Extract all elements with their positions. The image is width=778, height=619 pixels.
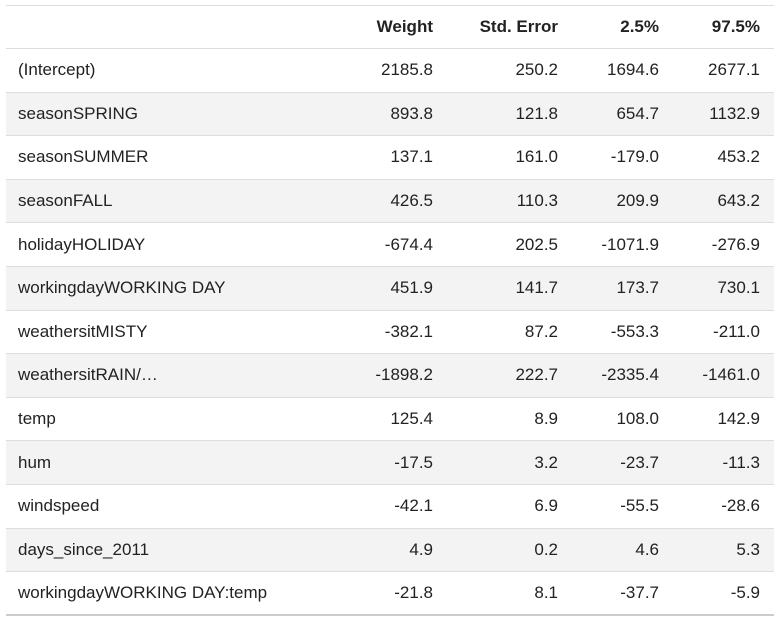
std-error-cell: 161.0 [515,147,558,167]
ci-upper-cell: 643.2 [717,191,760,211]
ci-upper-cell: 1132.9 [709,103,760,123]
weight-cell: -21.8 [394,583,433,603]
table-header: Weight Std. Error 2.5% 97.5% [6,5,774,49]
header-ci-lower: 2.5% [620,17,659,36]
term-cell: holidayHOLIDAY [18,234,146,254]
term-cell: (Intercept) [18,60,96,80]
ci-lower-cell: -55.5 [620,496,659,516]
table-row: weathersitMISTY -382.1 87.2 -553.3 -211.0 [6,310,774,354]
table-row: seasonFALL 426.5 110.3 209.9 643.2 [6,179,774,223]
ci-upper-cell: -211.0 [713,321,760,341]
coefficients-table-container: Weight Std. Error 2.5% 97.5% (Intercept)… [6,5,774,616]
std-error-cell: 202.5 [515,234,558,254]
ci-lower-cell: -1071.9 [601,234,659,254]
term-cell: weathersitMISTY [18,321,148,341]
ci-upper-cell: 2677.1 [708,60,760,80]
weight-cell: 451.9 [390,278,433,298]
ci-upper-cell: -11.3 [722,452,761,472]
term-cell: windspeed [18,496,100,516]
header-row: Weight Std. Error 2.5% 97.5% [6,5,774,49]
ci-upper-cell: 730.1 [717,278,760,298]
term-cell: temp [18,409,56,429]
weight-cell: -17.5 [394,452,433,472]
weight-cell: -674.4 [384,234,433,254]
table-row: (Intercept) 2185.8 250.2 1694.6 2677.1 [6,49,774,93]
term-cell: weathersitRAIN/… [18,365,158,385]
ci-lower-cell: -37.7 [620,583,659,603]
ci-lower-cell: -23.7 [620,452,659,472]
table-row: seasonSUMMER 137.1 161.0 -179.0 453.2 [6,136,774,180]
std-error-cell: 87.2 [524,321,558,341]
ci-upper-cell: -1461.0 [702,365,760,385]
ci-upper-cell: 453.2 [717,147,760,167]
ci-lower-cell: 654.7 [616,103,659,123]
ci-lower-cell: 1694.6 [607,60,659,80]
std-error-cell: 222.7 [515,365,558,385]
header-weight: Weight [376,17,433,36]
term-cell: workingdayWORKING DAY [18,278,226,298]
std-error-cell: 110.3 [516,191,558,211]
ci-lower-cell: 173.7 [616,278,659,298]
term-cell: hum [18,452,52,472]
ci-lower-cell: 4.6 [635,539,659,559]
table-row: weathersitRAIN/… -1898.2 222.7 -2335.4 -1461… [6,353,774,398]
header-term [6,6,339,49]
std-error-cell: 6.9 [534,496,558,516]
table-body: (Intercept) 2185.8 250.2 1694.6 2677.1 season… [6,49,774,616]
table-row: days_since_2011 4.9 0.2 4.6 5.3 [6,528,774,572]
ci-lower-cell: 108.0 [616,409,659,429]
ci-upper-cell: -5.9 [730,583,760,603]
ci-upper-cell: 142.9 [717,409,760,429]
ci-lower-cell: -2335.4 [601,365,659,385]
ci-lower-cell: -179.0 [610,147,659,167]
std-error-cell: 0.2 [534,539,558,559]
table-row: workingdayWORKING DAY:temp -21.8 8.1 -37.7 -… [6,572,774,616]
weight-cell: -42.1 [394,496,433,516]
std-error-cell: 250.2 [515,60,558,80]
term-cell: days_since_2011 [18,539,150,559]
ci-upper-cell: -28.6 [721,496,760,516]
ci-upper-cell: -276.9 [711,234,760,254]
weight-cell: 426.5 [390,191,433,211]
table-row: windspeed -42.1 6.9 -55.5 -28.6 [6,484,774,529]
term-cell: seasonSPRING [18,103,138,123]
table-row: temp 125.4 8.9 108.0 142.9 [6,397,774,441]
weight-cell: 4.9 [409,539,433,559]
header-std-error: Std. Error [479,17,558,36]
weight-cell: -382.1 [384,321,433,341]
std-error-cell: 121.8 [515,103,558,123]
term-cell: workingdayWORKING DAY:temp [18,583,268,603]
table-row: hum -17.5 3.2 -23.7 -11.3 [6,440,774,485]
header-ci-upper: 97.5% [711,17,760,36]
std-error-cell: 141.7 [515,278,558,298]
weight-cell: 893.8 [390,103,433,123]
std-error-cell: 8.1 [534,583,558,603]
table-row: workingdayWORKING DAY 451.9 141.7 173.7 730.… [6,266,774,311]
ci-lower-cell: 209.9 [616,191,659,211]
table-row: holidayHOLIDAY -674.4 202.5 -1071.9 -276.9 [6,223,774,267]
weight-cell: 125.4 [390,409,433,429]
coefficients-table: Weight Std. Error 2.5% 97.5% (Intercept)… [6,5,774,616]
table-row: seasonSPRING 893.8 121.8 654.7 1132.9 [6,92,774,136]
weight-cell: 2185.8 [381,60,433,80]
weight-cell: -1898.2 [375,365,433,385]
term-cell: seasonSUMMER [18,147,149,167]
term-cell: seasonFALL [18,191,113,211]
ci-lower-cell: -553.3 [610,321,659,341]
std-error-cell: 8.9 [534,409,558,429]
ci-upper-cell: 5.3 [736,539,760,559]
std-error-cell: 3.2 [534,452,558,472]
weight-cell: 137.1 [390,147,433,167]
